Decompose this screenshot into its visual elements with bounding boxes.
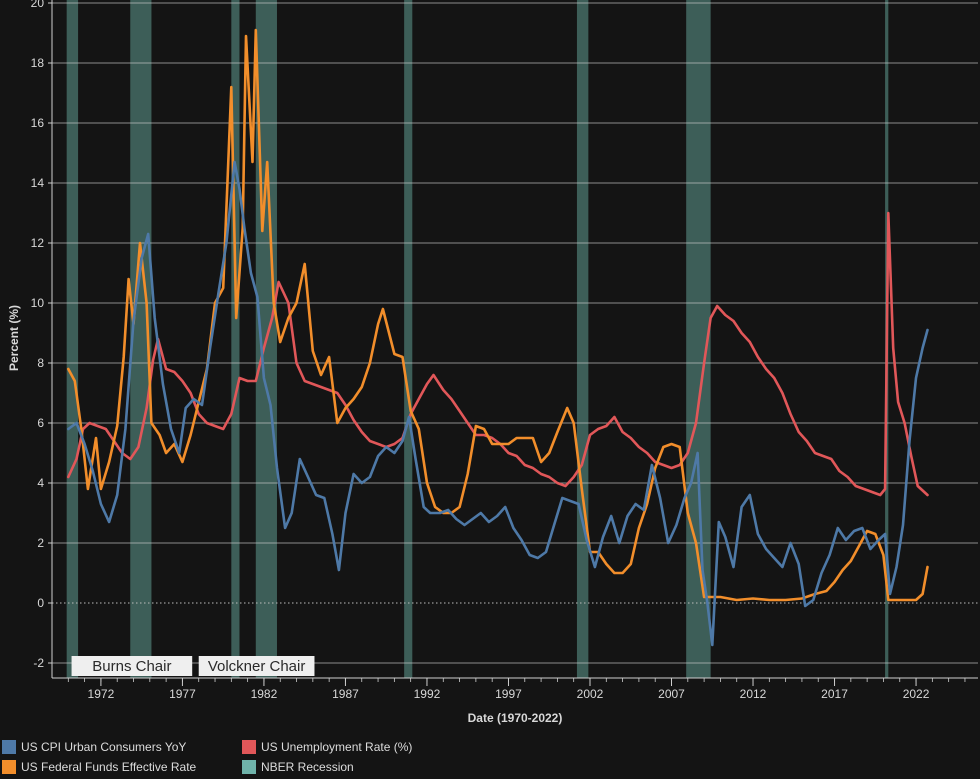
recession-band xyxy=(576,0,589,678)
recession-band xyxy=(404,0,413,678)
x-tick-label: 2002 xyxy=(577,687,604,701)
x-tick-label: 1987 xyxy=(332,687,359,701)
legend-item-recession[interactable]: NBER Recession xyxy=(242,760,354,774)
y-tick-label: 4 xyxy=(37,476,44,490)
annotations: Burns Chair Volckner Chair xyxy=(71,656,315,676)
x-tick-label: 2022 xyxy=(903,687,930,701)
y-tick-label: 8 xyxy=(37,356,44,370)
y-axis-title: Percent (%) xyxy=(7,305,21,371)
y-tick-label: 20 xyxy=(31,0,45,10)
recession-band xyxy=(66,0,79,678)
y-tick-label: 6 xyxy=(37,416,44,430)
annotation-box xyxy=(71,656,193,676)
x-tick-label: 1992 xyxy=(414,687,441,701)
grid-lines xyxy=(52,2,978,664)
series-line-fed-funds[interactable] xyxy=(67,28,929,602)
x-tick-label: 1982 xyxy=(251,687,278,701)
series-lines xyxy=(67,28,929,647)
axes: -2 0 2 4 6 8 10 12 14 16 18 20 1972 1977 1982 1987 1992 1… xyxy=(31,0,978,701)
legend-label-unemployment: US Unemployment Rate (%) xyxy=(261,740,413,754)
x-tick-label: 2012 xyxy=(740,687,767,701)
y-tick-label: 18 xyxy=(31,56,45,70)
legend-swatch-fed-funds xyxy=(2,760,16,774)
recession-bands xyxy=(66,0,889,678)
y-tick-label: 14 xyxy=(31,176,45,190)
legend-label-recession: NBER Recession xyxy=(261,760,354,774)
y-tick-label: 0 xyxy=(37,596,44,610)
x-axis-title: Date (1970-2022) xyxy=(468,711,563,725)
x-tick-label: 1997 xyxy=(495,687,522,701)
legend-item-cpi[interactable]: US CPI Urban Consumers YoY xyxy=(2,740,186,754)
x-tick-label: 1972 xyxy=(88,687,115,701)
y-tick-label: 12 xyxy=(31,236,45,250)
recession-band xyxy=(231,0,240,678)
series-line-unemployment[interactable] xyxy=(67,211,929,497)
x-tick-label: 2017 xyxy=(821,687,848,701)
recession-band xyxy=(130,0,152,678)
annotation-label: Volckner Chair xyxy=(208,658,306,675)
legend: US CPI Urban Consumers YoY US Unemployme… xyxy=(0,734,980,779)
legend-item-unemployment[interactable]: US Unemployment Rate (%) xyxy=(242,740,412,754)
legend-swatch-unemployment xyxy=(242,740,256,754)
legend-swatch-cpi xyxy=(2,740,16,754)
x-tick-label: 2007 xyxy=(658,687,685,701)
legend-label-cpi: US CPI Urban Consumers YoY xyxy=(21,740,187,754)
y-tick-label: 2 xyxy=(37,536,44,550)
legend-swatch-recession xyxy=(242,760,256,774)
y-tick-label: 16 xyxy=(31,116,45,130)
annotation-burns-chair: Burns Chair xyxy=(71,656,193,676)
legend-label-fed-funds: US Federal Funds Effective Rate xyxy=(21,760,197,774)
x-tick-label: 1977 xyxy=(169,687,196,701)
annotation-box xyxy=(198,656,315,676)
legend-item-fed-funds[interactable]: US Federal Funds Effective Rate xyxy=(2,760,196,774)
annotation-volckner-chair: Volckner Chair xyxy=(198,656,315,676)
series-line-cpi[interactable] xyxy=(67,160,929,647)
annotation-label: Burns Chair xyxy=(92,658,171,675)
y-tick-label: -2 xyxy=(33,656,44,670)
y-tick-label: 10 xyxy=(31,296,45,310)
line-chart: Burns Chair Volckner Chair -2 0 2 4 6 8 10 12 14 1… xyxy=(7,0,978,725)
